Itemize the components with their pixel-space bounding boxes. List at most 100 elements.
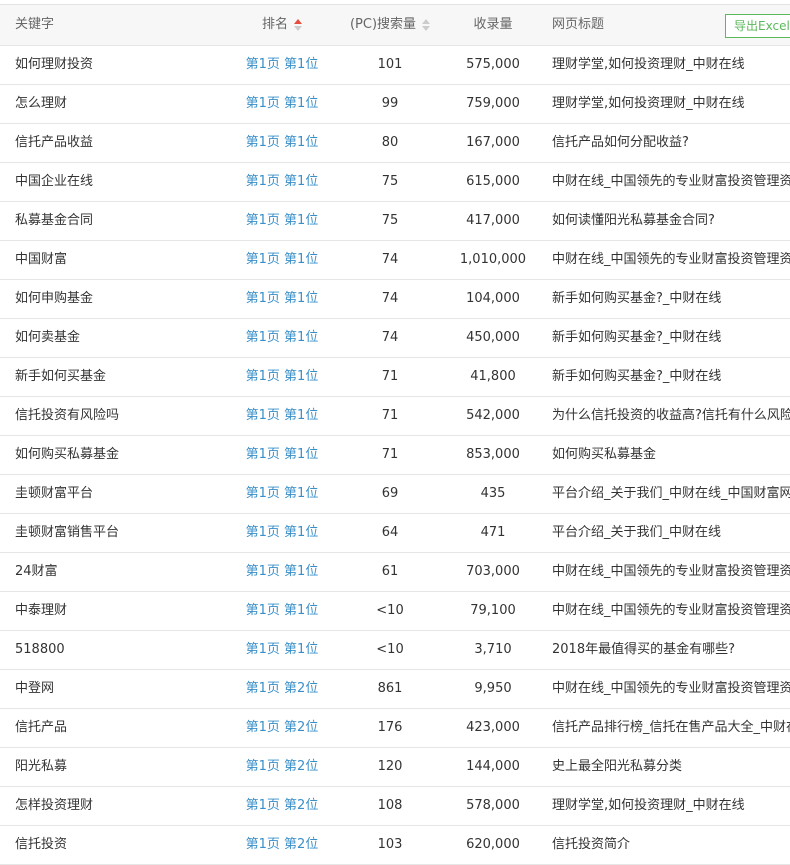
page-title-cell: 中财在线_中国领先的专业财富投资管理资产 — [552, 252, 790, 267]
page-title-cell: 如何读懂阳光私募基金合同? — [552, 213, 715, 228]
search-volume-cell: 101 — [377, 57, 403, 72]
indexed-cell: 542,000 — [466, 408, 520, 423]
page-title-cell: 为什么信托投资的收益高?信托有什么风险? — [552, 408, 790, 423]
search-volume-cell: 99 — [381, 96, 399, 111]
header-search-volume: (PC)搜索量 — [349, 17, 417, 32]
indexed-cell: 578,000 — [466, 798, 520, 813]
header-page-title: 网页标题 — [552, 17, 605, 32]
header-search-volume-sort[interactable]: (PC)搜索量 — [340, 5, 440, 45]
indexed-cell: 435 — [480, 486, 506, 501]
table-row: 私募基金合同 第1页 第1位 75 417,000 如何读懂阳光私募基金合同? — [0, 202, 790, 241]
indexed-cell: 144,000 — [466, 759, 520, 774]
indexed-cell: 759,000 — [466, 96, 520, 111]
indexed-cell: 417,000 — [466, 213, 520, 228]
rank-link[interactable]: 第1页 第1位 — [245, 486, 319, 501]
table-row: 如何申购基金 第1页 第1位 74 104,000 新手如何购买基金?_中财在线 — [0, 280, 790, 319]
page-title-cell: 信托投资简介 — [552, 837, 631, 852]
keyword-cell: 新手如何买基金 — [15, 369, 107, 384]
page-title-cell: 中财在线_中国领先的专业财富投资管理资产 — [552, 564, 790, 579]
rank-link[interactable]: 第1页 第2位 — [245, 759, 319, 774]
rank-link[interactable]: 第1页 第1位 — [245, 252, 319, 267]
search-volume-cell: 75 — [381, 174, 399, 189]
indexed-cell: 575,000 — [466, 57, 520, 72]
keyword-cell: 信托投资有风险吗 — [15, 408, 120, 423]
table-row: 信托产品 第1页 第2位 176 423,000 信托产品排行榜_信托在售产品大… — [0, 709, 790, 748]
rank-link[interactable]: 第1页 第2位 — [245, 798, 319, 813]
rank-link[interactable]: 第1页 第2位 — [245, 720, 319, 735]
page-title-cell: 平台介绍_关于我们_中财在线 — [552, 525, 722, 540]
rank-link[interactable]: 第1页 第1位 — [245, 369, 319, 384]
indexed-cell: 9,950 — [474, 681, 512, 696]
page-title-cell: 新手如何购买基金?_中财在线 — [552, 330, 722, 345]
keyword-cell: 圭顿财富销售平台 — [15, 525, 120, 540]
page-title-cell: 信托产品排行榜_信托在售产品大全_中财在线 — [552, 720, 790, 735]
export-excel-button[interactable]: 导出Excel — [725, 14, 790, 38]
rank-link[interactable]: 第1页 第1位 — [245, 57, 319, 72]
rank-link[interactable]: 第1页 第2位 — [245, 681, 319, 696]
page-title-cell: 理财学堂,如何投资理财_中财在线 — [552, 96, 745, 111]
table-row: 怎么理财 第1页 第1位 99 759,000 理财学堂,如何投资理财_中财在线 — [0, 85, 790, 124]
indexed-cell: 615,000 — [466, 174, 520, 189]
header-keyword: 关键字 — [15, 17, 55, 32]
sort-icon[interactable] — [294, 18, 302, 31]
keyword-cell: 怎么理财 — [15, 96, 68, 111]
table-row: 阳光私募 第1页 第2位 120 144,000 史上最全阳光私募分类 — [0, 748, 790, 787]
keyword-cell: 518800 — [15, 642, 65, 657]
indexed-cell: 3,710 — [474, 642, 512, 657]
page-title-cell: 史上最全阳光私募分类 — [552, 759, 683, 774]
rank-link[interactable]: 第1页 第1位 — [245, 564, 319, 579]
rank-link[interactable]: 第1页 第1位 — [245, 96, 319, 111]
search-volume-cell: 71 — [381, 447, 399, 462]
rank-link[interactable]: 第1页 第1位 — [245, 408, 319, 423]
rank-link[interactable]: 第1页 第1位 — [245, 330, 319, 345]
rank-link[interactable]: 第1页 第1位 — [245, 642, 319, 657]
search-volume-cell: 75 — [381, 213, 399, 228]
table-header: 关键字 排名 (PC)搜索量 收录量 网页标题 导出Excel — [0, 4, 790, 46]
page-title-cell: 平台介绍_关于我们_中财在线_中国财富网 — [552, 486, 790, 501]
rank-link[interactable]: 第1页 第2位 — [245, 837, 319, 852]
keyword-cell: 如何申购基金 — [15, 291, 94, 306]
table-row: 信托投资 第1页 第2位 103 620,000 信托投资简介 — [0, 826, 790, 865]
table-row: 怎样投资理财 第1页 第2位 108 578,000 理财学堂,如何投资理财_中… — [0, 787, 790, 826]
page-title-cell: 中财在线_中国领先的专业财富投资管理资产 — [552, 681, 790, 696]
header-rank-sort[interactable]: 排名 — [232, 5, 332, 45]
table-row: 圭顿财富平台 第1页 第1位 69 435 平台介绍_关于我们_中财在线_中国财… — [0, 475, 790, 514]
search-volume-cell: 64 — [381, 525, 399, 540]
page-title-cell: 新手如何购买基金?_中财在线 — [552, 369, 722, 384]
rank-link[interactable]: 第1页 第1位 — [245, 603, 319, 618]
page-title-cell: 信托产品如何分配收益? — [552, 135, 689, 150]
search-volume-cell: 103 — [377, 837, 403, 852]
keyword-cell: 信托投资 — [15, 837, 68, 852]
table-row: 新手如何买基金 第1页 第1位 71 41,800 新手如何购买基金?_中财在线 — [0, 358, 790, 397]
rank-link[interactable]: 第1页 第1位 — [245, 525, 319, 540]
indexed-cell: 471 — [480, 525, 506, 540]
search-volume-cell: 80 — [381, 135, 399, 150]
keyword-cell: 中国财富 — [15, 252, 68, 267]
table-row: 如何购买私募基金 第1页 第1位 71 853,000 如何购买私募基金 — [0, 436, 790, 475]
search-volume-cell: 74 — [381, 330, 399, 345]
page-title-cell: 新手如何购买基金?_中财在线 — [552, 291, 722, 306]
indexed-cell: 167,000 — [466, 135, 520, 150]
rank-link[interactable]: 第1页 第1位 — [245, 135, 319, 150]
indexed-cell: 853,000 — [466, 447, 520, 462]
sort-icon[interactable] — [422, 18, 431, 31]
search-volume-cell: 74 — [381, 291, 399, 306]
search-volume-cell: 861 — [377, 681, 403, 696]
rank-link[interactable]: 第1页 第1位 — [245, 447, 319, 462]
header-indexed: 收录量 — [473, 17, 513, 32]
indexed-cell: 620,000 — [466, 837, 520, 852]
page-title-cell: 如何购买私募基金 — [552, 447, 657, 462]
keyword-cell: 中登网 — [15, 681, 55, 696]
table-row: 圭顿财富销售平台 第1页 第1位 64 471 平台介绍_关于我们_中财在线 — [0, 514, 790, 553]
search-volume-cell: 61 — [381, 564, 399, 579]
rank-link[interactable]: 第1页 第1位 — [245, 213, 319, 228]
search-volume-cell: 108 — [377, 798, 403, 813]
rank-link[interactable]: 第1页 第1位 — [245, 174, 319, 189]
keyword-cell: 私募基金合同 — [15, 213, 94, 228]
indexed-cell: 79,100 — [470, 603, 516, 618]
keyword-cell: 信托产品收益 — [15, 135, 94, 150]
search-volume-cell: 69 — [381, 486, 399, 501]
search-volume-cell: 71 — [381, 408, 399, 423]
keyword-cell: 如何理财投资 — [15, 57, 94, 72]
rank-link[interactable]: 第1页 第1位 — [245, 291, 319, 306]
